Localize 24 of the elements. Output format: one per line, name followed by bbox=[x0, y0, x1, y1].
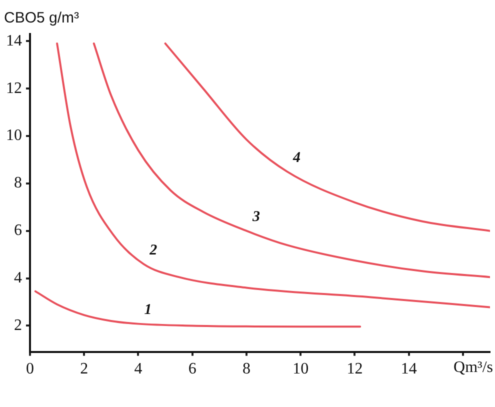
series-label: 1 bbox=[144, 302, 152, 318]
x-tick-label: 6 bbox=[188, 360, 196, 378]
x-tick-label: 8 bbox=[242, 360, 250, 378]
y-tick-label: 4 bbox=[14, 269, 22, 286]
y-tick-label: 8 bbox=[14, 174, 22, 192]
y-tick-label: 12 bbox=[6, 80, 22, 97]
y-tick-label: 6 bbox=[14, 222, 22, 240]
series-label: 4 bbox=[292, 150, 302, 166]
x-tick-label: 10 bbox=[292, 360, 309, 378]
x-tick-label: 12 bbox=[346, 360, 363, 378]
x-tick-label: 2 bbox=[80, 360, 88, 378]
y-axis-title: CBO5 g/m³ bbox=[4, 10, 80, 27]
x-tick-label: 0 bbox=[26, 360, 34, 378]
x-axis-title: Qm³/s bbox=[454, 359, 493, 376]
x-tick-label: 14 bbox=[400, 360, 417, 378]
series-label: 3 bbox=[251, 209, 260, 226]
y-tick-label: 10 bbox=[6, 127, 22, 144]
line-series bbox=[164, 42, 490, 232]
x-tick-label: 4 bbox=[134, 360, 142, 378]
line-series bbox=[34, 290, 362, 328]
line-series bbox=[92, 42, 490, 278]
series-label: 2 bbox=[148, 242, 158, 258]
y-tick-label: 14 bbox=[6, 32, 22, 50]
y-tick-label: 2 bbox=[14, 316, 22, 334]
